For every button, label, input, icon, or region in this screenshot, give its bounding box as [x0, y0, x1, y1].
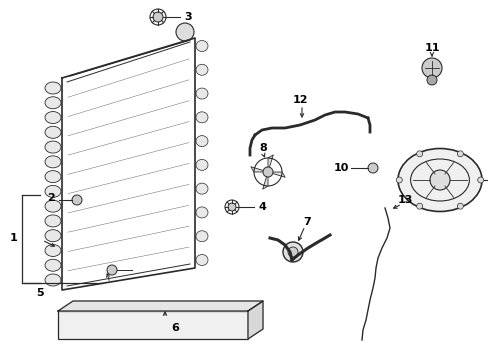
Ellipse shape: [45, 244, 61, 256]
Ellipse shape: [45, 200, 61, 212]
Ellipse shape: [196, 136, 207, 147]
Ellipse shape: [45, 171, 61, 183]
Text: 7: 7: [303, 217, 310, 227]
Text: 8: 8: [259, 143, 266, 153]
Ellipse shape: [196, 40, 207, 51]
Ellipse shape: [196, 64, 207, 75]
Polygon shape: [250, 167, 267, 172]
Circle shape: [367, 163, 377, 173]
Text: 4: 4: [258, 202, 265, 212]
Text: 2: 2: [47, 193, 55, 203]
Circle shape: [416, 151, 422, 157]
Polygon shape: [247, 301, 263, 339]
Circle shape: [456, 203, 463, 209]
Ellipse shape: [196, 183, 207, 194]
Ellipse shape: [45, 185, 61, 197]
Polygon shape: [262, 172, 267, 189]
Ellipse shape: [196, 88, 207, 99]
Circle shape: [283, 242, 303, 262]
Ellipse shape: [45, 215, 61, 227]
Circle shape: [416, 203, 422, 209]
Circle shape: [227, 203, 236, 211]
Ellipse shape: [45, 97, 61, 109]
Ellipse shape: [196, 255, 207, 266]
Circle shape: [72, 195, 82, 205]
Text: 1: 1: [10, 233, 18, 243]
Ellipse shape: [45, 156, 61, 168]
Ellipse shape: [45, 141, 61, 153]
Circle shape: [421, 58, 441, 78]
Text: 3: 3: [184, 12, 191, 22]
Polygon shape: [267, 172, 285, 177]
Ellipse shape: [196, 112, 207, 123]
Ellipse shape: [45, 126, 61, 138]
Ellipse shape: [45, 259, 61, 271]
Circle shape: [153, 12, 163, 22]
Ellipse shape: [45, 82, 61, 94]
Bar: [58, 311, 247, 339]
Ellipse shape: [196, 207, 207, 218]
Polygon shape: [267, 155, 273, 172]
Polygon shape: [58, 301, 263, 311]
Ellipse shape: [196, 159, 207, 170]
Circle shape: [287, 247, 297, 257]
Ellipse shape: [397, 148, 481, 211]
Circle shape: [477, 177, 483, 183]
Circle shape: [107, 265, 117, 275]
Text: 6: 6: [171, 323, 179, 333]
Circle shape: [395, 177, 402, 183]
Circle shape: [176, 23, 194, 41]
Text: 13: 13: [397, 195, 412, 205]
Ellipse shape: [45, 274, 61, 286]
Text: 11: 11: [424, 43, 439, 53]
Ellipse shape: [45, 112, 61, 123]
Circle shape: [456, 151, 463, 157]
Ellipse shape: [196, 231, 207, 242]
Text: 12: 12: [292, 95, 307, 105]
Circle shape: [426, 75, 436, 85]
Text: 10: 10: [333, 163, 348, 173]
Circle shape: [429, 170, 449, 190]
Circle shape: [263, 167, 272, 177]
Ellipse shape: [45, 230, 61, 242]
Text: 5: 5: [36, 288, 44, 298]
